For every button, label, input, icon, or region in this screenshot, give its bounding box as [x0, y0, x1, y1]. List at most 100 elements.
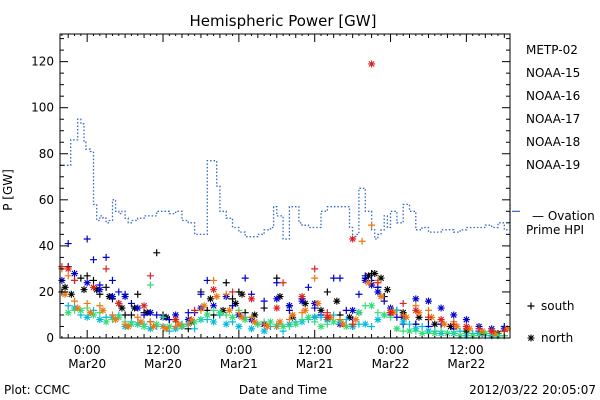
noaa-18-north-point — [314, 299, 322, 307]
noaa-17-north-point — [380, 311, 388, 319]
x-tick-label-time: 0:00 — [74, 343, 101, 357]
noaa-18-north-point — [478, 327, 486, 335]
noaa-17-north-point — [241, 316, 249, 324]
x-tick-label-date: Mar22 — [447, 357, 485, 371]
x-tick-label-time: 12:00 — [146, 343, 181, 357]
noaa-18-north-point — [364, 279, 372, 287]
noaa-15-north-point — [121, 293, 129, 301]
x-tick-label-date: Mar22 — [372, 357, 410, 371]
noaa-17-north-point — [481, 329, 489, 337]
noaa-19-south-point — [424, 313, 432, 321]
noaa-18-south-point — [96, 302, 104, 310]
noaa-18-south-point — [273, 322, 281, 330]
legend-noaa-18: NOAA-18 — [526, 135, 580, 149]
noaa-18-north-point — [276, 318, 284, 326]
noaa-18-south-point — [64, 272, 72, 280]
metp-02-north-point — [67, 290, 75, 298]
noaa-16-south-point — [317, 313, 325, 321]
noaa-15-south-point — [83, 235, 91, 243]
noaa-19-south-point — [146, 272, 154, 280]
metp-02-north-point — [415, 313, 423, 321]
x-tick-label-time: 12:00 — [297, 343, 332, 357]
plot-frame — [59, 33, 511, 339]
noaa-17-north-point — [191, 318, 199, 326]
noaa-18-north-point — [453, 322, 461, 330]
metp-02-north-point — [61, 283, 69, 291]
noaa-15-south-point — [229, 302, 237, 310]
noaa-18-north-point — [503, 325, 511, 333]
legend-noaa-15: NOAA-15 — [526, 66, 580, 80]
metp-02-north-point — [118, 304, 126, 312]
metp-02-south-point — [153, 249, 161, 257]
noaa-16-south-point — [64, 302, 72, 310]
noaa-18-north-point — [74, 304, 82, 312]
noaa-15-north-point — [424, 297, 432, 305]
legend-metp-02: METP-02 — [526, 43, 578, 57]
x-tick-label-date: Mar20 — [68, 357, 106, 371]
x-tick-label-time: 0:00 — [225, 343, 252, 357]
noaa-17-north-point — [443, 329, 451, 337]
noaa-15-south-point — [108, 276, 116, 284]
noaa-19-south-point — [500, 327, 508, 335]
noaa-15-north-point — [298, 297, 306, 305]
noaa-18-north-point — [352, 316, 360, 324]
legend-noaa-17: NOAA-17 — [526, 112, 580, 126]
noaa-16-south-point — [406, 320, 414, 328]
noaa-17-north-point — [292, 320, 300, 328]
noaa-18-south-point — [235, 309, 243, 317]
noaa-18-south-point — [197, 306, 205, 314]
noaa-15-south-point — [304, 283, 312, 291]
noaa-17-south-point — [323, 320, 331, 328]
ovation-line-label-1: — Ovation — [532, 209, 595, 223]
noaa-16-north-point — [248, 325, 256, 333]
ovation-line-label-2: Prime HPI — [526, 223, 584, 237]
noaa-18-north-point — [213, 293, 221, 301]
noaa-17-south-point — [311, 318, 319, 326]
y-tick-label: 80 — [39, 147, 54, 161]
legend-noaa-19: NOAA-19 — [526, 158, 580, 172]
noaa-16-north-point — [311, 313, 319, 321]
noaa-18-north-point — [150, 322, 158, 330]
noaa-15-north-point — [96, 286, 104, 294]
y-tick-label: 120 — [31, 55, 54, 69]
noaa-17-south-point — [222, 311, 230, 319]
noaa-17-north-point — [317, 322, 325, 330]
noaa-18-north-point — [491, 329, 499, 337]
noaa-19-north-point — [323, 313, 331, 321]
noaa-17-north-point — [368, 302, 376, 310]
noaa-15-south-point — [336, 274, 344, 282]
noaa-18-north-point — [440, 320, 448, 328]
noaa-15-south-point — [64, 240, 72, 248]
noaa-19-north-point — [115, 299, 123, 307]
x-tick-label-date: Mar21 — [220, 357, 258, 371]
noaa-19-north-point — [488, 327, 496, 335]
noaa-17-north-point — [456, 332, 464, 340]
noaa-18-south-point — [368, 221, 376, 229]
noaa-17-north-point — [216, 309, 224, 317]
noaa-16-south-point — [342, 316, 350, 324]
noaa-19-north-point — [140, 302, 148, 310]
noaa-16-north-point — [210, 318, 218, 326]
noaa-19-north-point — [349, 235, 357, 243]
noaa-18-south-point — [336, 316, 344, 324]
noaa-15-north-point — [71, 270, 79, 278]
noaa-18-north-point — [415, 309, 423, 317]
x-tick-label-date: Mar20 — [144, 357, 182, 371]
noaa-15-south-point — [380, 297, 388, 305]
noaa-19-south-point — [279, 279, 287, 287]
noaa-17-north-point — [165, 322, 173, 330]
noaa-19-north-point — [64, 265, 72, 273]
noaa-17-north-point — [77, 306, 85, 314]
metp-02-north-point — [333, 297, 341, 305]
noaa-17-north-point — [203, 311, 211, 319]
axes-layer: 0204060801001200:00Mar2012:00Mar200:00Ma… — [31, 33, 511, 371]
noaa-19-north-point — [462, 322, 470, 330]
noaa-19-south-point — [475, 325, 483, 333]
x-tick-label-time: 12:00 — [449, 343, 484, 357]
noaa-17-north-point — [279, 322, 287, 330]
metp-02-south-point — [102, 283, 110, 291]
metp-02-north-point — [317, 306, 325, 314]
noaa-17-north-point — [140, 322, 148, 330]
noaa-19-south-point — [229, 288, 237, 296]
